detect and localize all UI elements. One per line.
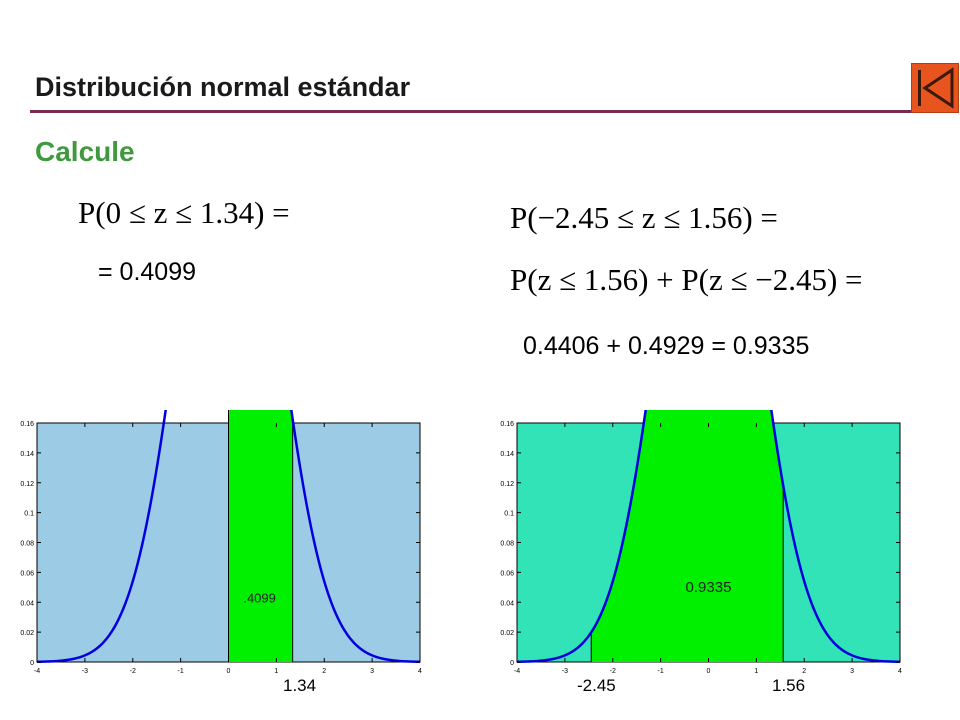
y-tick-label: 0 — [510, 660, 514, 667]
y-tick-label: 0.04 — [20, 600, 34, 607]
bound-label-right-upper: 1.56 — [772, 676, 806, 695]
normal-chart-left: -4 -3 -2 -1 0 1 2 3 4 0 0.02 0.04 0.06 0.08 0.1 0.12 0.1… — [20, 410, 422, 675]
section-subtitle: Calcule — [35, 136, 135, 167]
x-tick-label: -2 — [130, 668, 136, 675]
normal-curve — [36, 410, 421, 664]
x-tick-label: -1 — [178, 668, 184, 675]
y-tick-label: 0.06 — [20, 570, 34, 577]
y-tick-label: 0.12 — [20, 481, 34, 488]
first-slide-button[interactable] — [911, 63, 959, 113]
right-result: 0.4406 + 0.4929 = 0.9335 — [523, 332, 810, 360]
y-tick-label: 0.04 — [500, 600, 514, 607]
left-formula: P(0 ≤ z ≤ 1.34) = — [78, 195, 290, 230]
area-probability-label: .4099 — [243, 590, 276, 605]
x-tick-label: 2 — [322, 668, 326, 675]
y-tick-label: 0.12 — [500, 481, 514, 488]
title-divider — [30, 110, 930, 113]
y-tick-label: 0.14 — [20, 451, 34, 458]
shaded-area — [228, 410, 293, 662]
y-tick-label: 0.14 — [500, 451, 514, 458]
y-tick-label: 0.16 — [500, 421, 514, 428]
x-tick-label: 3 — [850, 668, 854, 675]
y-tick-label: 0 — [30, 660, 34, 667]
x-tick-label: 1 — [754, 668, 758, 675]
left-result: = 0.4099 — [98, 258, 197, 286]
y-tick-label: 0.02 — [500, 630, 514, 637]
x-tick-label: 0 — [707, 668, 711, 675]
y-tick-label: 0.16 — [20, 421, 34, 428]
shaded-area — [591, 410, 784, 662]
x-tick-label: -4 — [34, 668, 40, 675]
normal-chart-right: -4 -3 -2 -1 0 1 2 3 4 0 0.02 0.04 0.06 0.08 0.1 0.12 0.1… — [500, 410, 902, 675]
y-tick-label: 0.1 — [24, 511, 34, 518]
x-tick-label: 4 — [898, 668, 902, 675]
area-probability-label: 0.9335 — [686, 579, 732, 596]
y-tick-label: 0.08 — [500, 541, 514, 548]
y-tick-label: 0.1 — [504, 511, 514, 518]
bound-label-left-upper: 1.34 — [283, 676, 317, 695]
right-formula-2: P(z ≤ 1.56) + P(z ≤ −2.45) = — [510, 262, 863, 297]
x-tick-label: -2 — [610, 668, 616, 675]
x-tick-label: -1 — [658, 668, 664, 675]
y-tick-label: 0.02 — [20, 630, 34, 637]
x-tick-label: 0 — [227, 668, 231, 675]
first-slide-icon — [918, 67, 954, 109]
x-tick-label: 1 — [274, 668, 278, 675]
right-formula-1: P(−2.45 ≤ z ≤ 1.56) = — [510, 200, 778, 235]
x-tick-label: -3 — [82, 668, 88, 675]
x-tick-label: -3 — [562, 668, 568, 675]
x-tick-label: 3 — [370, 668, 374, 675]
y-tick-label: 0.08 — [20, 541, 34, 548]
normal-curve — [516, 410, 901, 664]
y-tick-label: 0.06 — [500, 570, 514, 577]
page-title: Distribución normal estándar — [35, 72, 411, 102]
bound-label-right-lower: -2.45 — [577, 676, 616, 695]
x-tick-label: 2 — [802, 668, 806, 675]
x-tick-label: 4 — [418, 668, 422, 675]
x-tick-label: -4 — [514, 668, 520, 675]
